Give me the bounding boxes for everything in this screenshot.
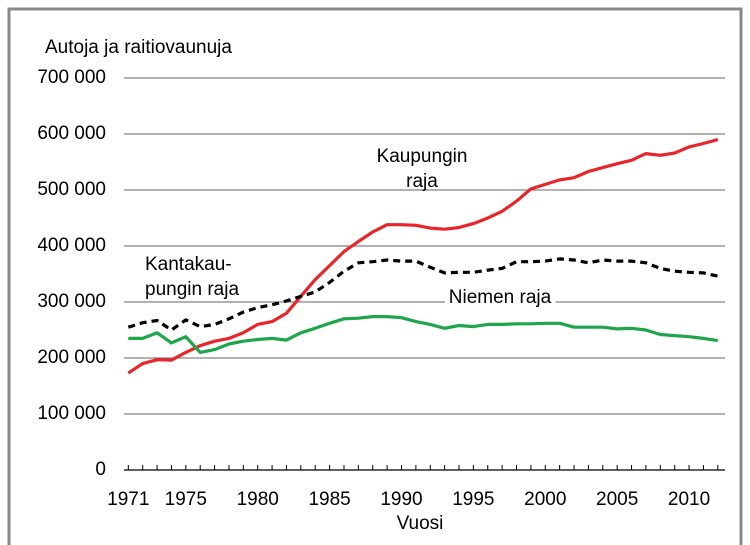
series-label: Kantakau- (145, 254, 232, 275)
y-tick-label: 300 000 (37, 291, 106, 312)
x-tick-label: 2010 (668, 489, 710, 510)
y-tick-label: 0 (95, 459, 106, 480)
series-label: Niemen raja (449, 287, 552, 308)
x-tick-label: 1995 (452, 489, 494, 510)
series-line (127, 138, 719, 375)
series-line (128, 315, 719, 354)
series-label: Kaupungin (377, 146, 468, 167)
label-background (444, 287, 556, 309)
series-label: raja (406, 171, 438, 192)
y-tick-label: 700 000 (37, 67, 106, 88)
x-tick-label: 2000 (524, 489, 566, 510)
x-axis-title: Vuosi (397, 513, 444, 534)
y-tick-label: 400 000 (37, 235, 106, 256)
x-tick-label: 1975 (165, 489, 207, 510)
x-tick-label: 1971 (107, 489, 149, 510)
series-label: pungin raja (145, 279, 239, 300)
y-tick-label: 100 000 (37, 403, 106, 424)
y-axis-title: Autoja ja raitiovaunuja (45, 37, 232, 58)
x-tick-label: 1985 (308, 489, 350, 510)
x-tick-label: 1990 (380, 489, 422, 510)
x-tick-label: 1980 (237, 489, 279, 510)
y-tick-label: 500 000 (37, 179, 106, 200)
y-tick-label: 600 000 (37, 123, 106, 144)
x-tick-label: 2005 (596, 489, 638, 510)
frame (7, 7, 743, 545)
y-tick-label: 200 000 (37, 347, 106, 368)
series-line (127, 257, 719, 332)
